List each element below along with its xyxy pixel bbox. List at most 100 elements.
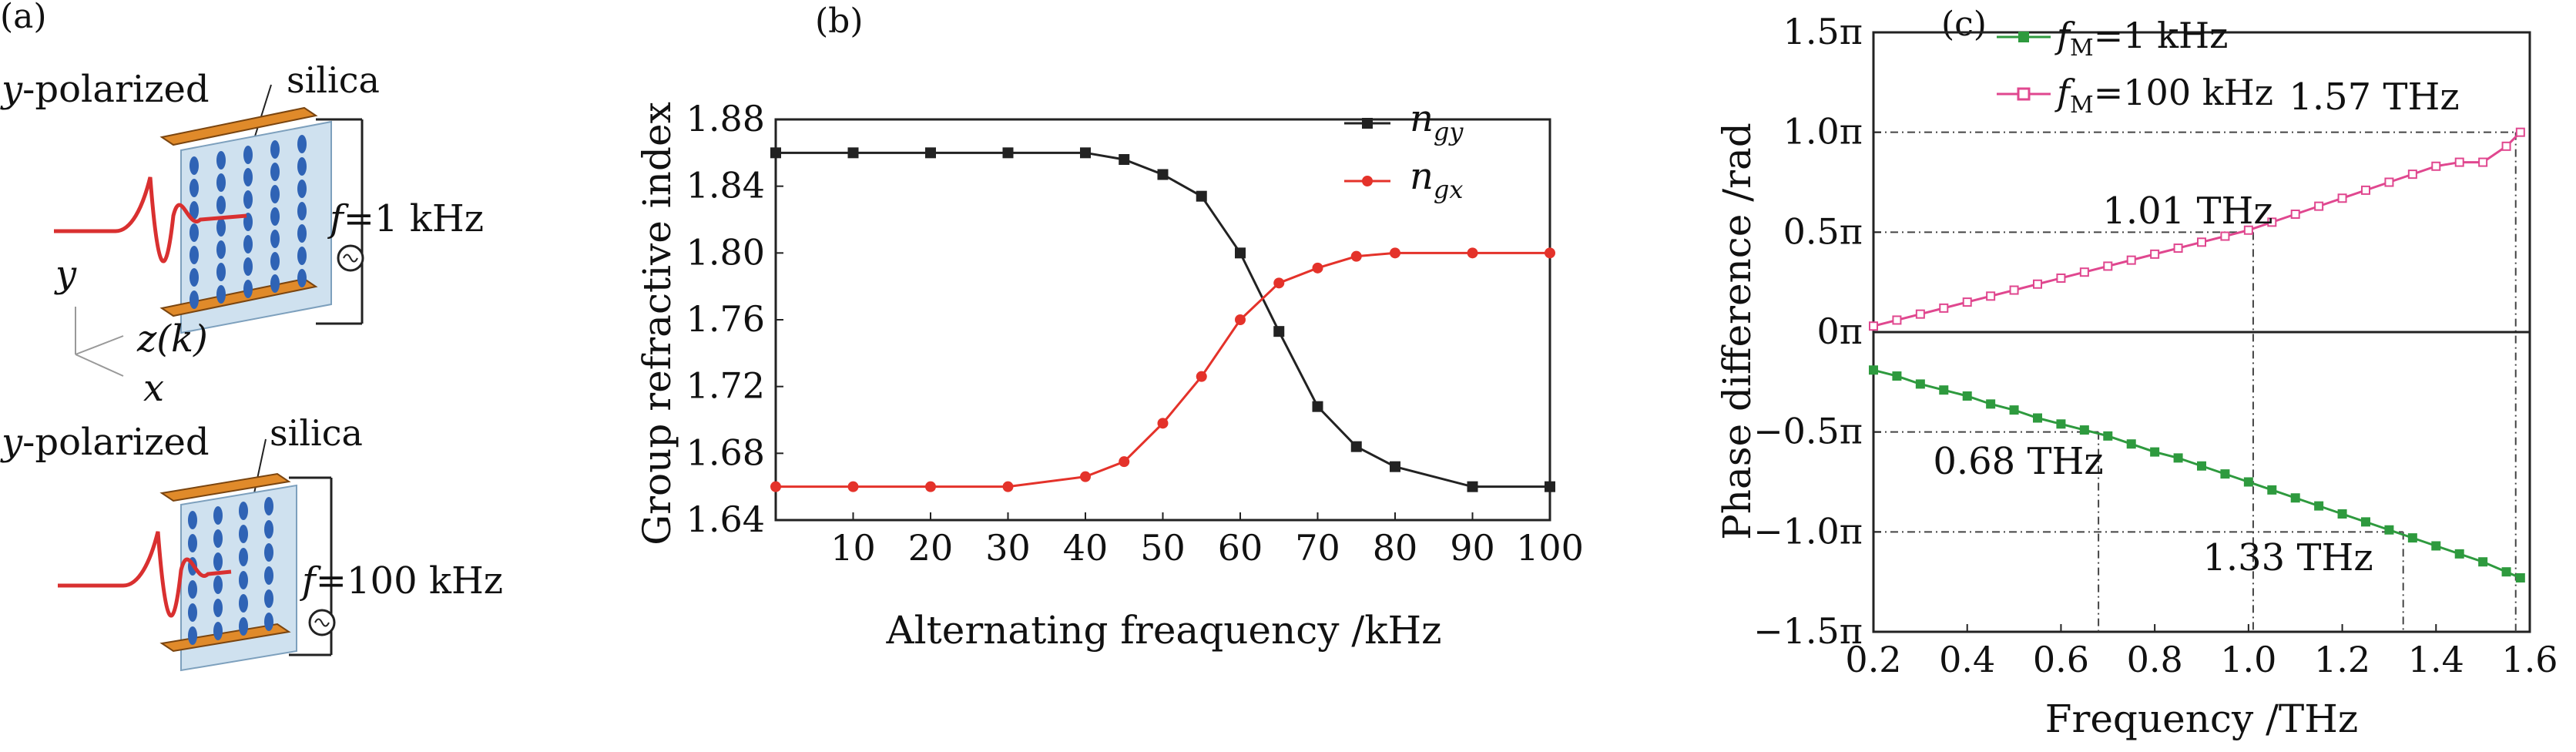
data-point xyxy=(2150,447,2160,457)
crystal-dot xyxy=(216,240,226,259)
crystal-dot xyxy=(190,179,199,197)
crystal-dot xyxy=(264,613,273,631)
crystal-dot xyxy=(270,185,280,203)
x-tick-label: 1.4 xyxy=(2408,639,2464,680)
data-point xyxy=(2243,225,2253,235)
crystal-dot xyxy=(190,246,199,264)
data-point xyxy=(2220,231,2230,241)
panel-c: (c) 0.2 0.4 0.6 0.8 1.0 1.2 1.4 1.6 −1.5π −1.0π −0… xyxy=(1715,5,2558,741)
data-point xyxy=(2431,541,2441,551)
data-point xyxy=(2103,261,2113,271)
y-tick-label: 1.5π xyxy=(1783,11,1863,52)
data-point xyxy=(2173,453,2183,463)
data-point xyxy=(1196,371,1207,382)
crystal-dot xyxy=(239,617,248,636)
liquid-crystal-dots xyxy=(188,497,273,645)
crystal-dot xyxy=(190,268,199,287)
data-point xyxy=(1545,247,1555,259)
legend-entry-ngy: ngy xyxy=(1410,97,1464,146)
y-tick-label: 1.68 xyxy=(686,431,765,473)
y-tick-label: −0.5π xyxy=(1753,411,1863,452)
crystal-dot xyxy=(213,599,223,617)
x-tick-label: 1.0 xyxy=(2220,639,2276,680)
data-point xyxy=(1939,303,1949,313)
crystal-dot xyxy=(213,552,223,571)
x-tick-label: 100 xyxy=(1516,527,1584,569)
data-point xyxy=(2407,533,2417,543)
data-point xyxy=(1869,365,1878,375)
data-point xyxy=(770,481,781,492)
data-point xyxy=(2337,509,2347,519)
data-point xyxy=(1869,321,1878,331)
crystal-dot xyxy=(239,548,248,566)
crystal-dot xyxy=(243,257,253,276)
y-tick-label: 1.76 xyxy=(686,298,765,340)
crystal-dot xyxy=(190,201,199,220)
crystal-dot xyxy=(243,280,253,298)
crystal-dot xyxy=(239,525,248,543)
data-point xyxy=(2126,255,2136,265)
crystal-dot xyxy=(297,135,307,153)
data-point xyxy=(2126,439,2136,449)
top-electrode xyxy=(159,472,291,502)
data-point xyxy=(1080,147,1091,159)
data-point xyxy=(1235,314,1246,325)
series-line-ngx xyxy=(776,251,1550,488)
reference-lines xyxy=(1873,131,2530,632)
data-point xyxy=(1350,250,1362,262)
crystal-dot xyxy=(239,571,248,589)
device-bottom: y-polarized silica f=100 kHz xyxy=(0,412,503,672)
data-point xyxy=(1986,399,1996,409)
legend: fM=1 kHz fM=100 kHz xyxy=(1997,15,2273,119)
top-electrode xyxy=(159,106,318,146)
legend-entry-ngx: ngx xyxy=(1410,155,1463,204)
data-point xyxy=(2337,193,2347,203)
axes: 0.2 0.4 0.6 0.8 1.0 1.2 1.4 1.6 −1.5π −1.0π −0.5π 0… xyxy=(1753,11,2558,680)
data-point xyxy=(2431,161,2441,171)
x-tick-label: 0.2 xyxy=(1845,639,1901,680)
x-tick-label: 10 xyxy=(830,527,876,569)
data-point xyxy=(1312,401,1323,412)
data-point xyxy=(2314,501,2324,511)
annotation-1-01-thz: 1.01 THz xyxy=(2102,190,2272,233)
crystal-dot xyxy=(270,274,280,293)
data-point xyxy=(2478,557,2488,567)
frequency-top-label: f=1 kHz xyxy=(327,197,484,240)
x-axis-label: Frequency /THz xyxy=(2045,697,2358,741)
crystal-dot xyxy=(216,196,226,214)
panel-a-label: (a) xyxy=(0,0,47,36)
crystal-dot xyxy=(190,223,199,242)
x-tick-label: 20 xyxy=(908,527,954,569)
polarization-top-label: y-polarized xyxy=(0,68,210,111)
crystal-dot xyxy=(264,589,273,608)
data-point xyxy=(2009,285,2019,295)
data-point xyxy=(2384,177,2394,187)
data-point xyxy=(2454,157,2464,167)
material-top-label: silica xyxy=(287,59,380,101)
data-point xyxy=(2361,185,2370,195)
crystal-dot xyxy=(213,506,223,525)
data-point xyxy=(1467,481,1478,492)
data-point xyxy=(2009,405,2019,415)
data-point xyxy=(1962,297,1972,307)
crystal-dot xyxy=(270,252,280,270)
data-point xyxy=(2515,127,2525,137)
crystal-dot xyxy=(297,269,307,287)
crystal-dot xyxy=(264,497,273,515)
data-point xyxy=(2361,517,2370,527)
data-point xyxy=(2384,525,2394,535)
data-point xyxy=(1157,169,1169,180)
y-tick-label: 0.5π xyxy=(1783,210,1863,252)
data-point xyxy=(2220,469,2230,479)
axes: 10 20 30 40 50 60 70 80 90 100 1.64 1.68 1.72 1.76 1.8… xyxy=(686,98,1584,569)
data-point xyxy=(1080,471,1091,482)
crystal-dot xyxy=(264,520,273,539)
legend-entry-1khz: fM=1 kHz xyxy=(2054,15,2228,62)
data-point xyxy=(2290,209,2300,219)
data-point xyxy=(1390,461,1400,472)
x-tick-label: 1.2 xyxy=(2314,639,2370,680)
data-point xyxy=(2033,413,2042,423)
crystal-dot xyxy=(297,224,307,243)
data-point xyxy=(2407,170,2417,180)
